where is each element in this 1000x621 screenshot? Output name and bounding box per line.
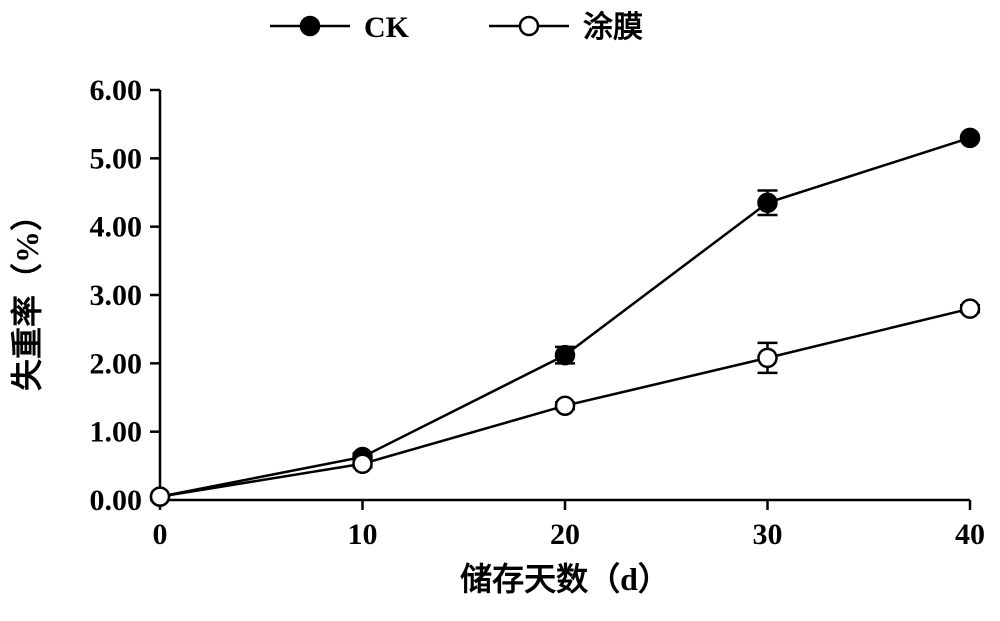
marker-涂膜 bbox=[151, 488, 169, 506]
y-tick-label: 0.00 bbox=[90, 484, 143, 517]
series-line-CK bbox=[160, 138, 970, 497]
marker-涂膜 bbox=[556, 397, 574, 415]
marker-CK bbox=[556, 346, 574, 364]
y-tick-label: 6.00 bbox=[90, 74, 143, 107]
marker-涂膜 bbox=[961, 300, 979, 318]
legend-marker bbox=[301, 17, 319, 35]
legend-label: CK bbox=[364, 11, 410, 44]
marker-涂膜 bbox=[354, 455, 372, 473]
legend-marker bbox=[520, 17, 538, 35]
x-tick-label: 30 bbox=[753, 518, 783, 551]
x-tick-label: 20 bbox=[550, 518, 580, 551]
y-tick-label: 5.00 bbox=[90, 142, 143, 175]
y-tick-label: 2.00 bbox=[90, 347, 143, 380]
marker-涂膜 bbox=[759, 349, 777, 367]
legend-label: 涂膜 bbox=[583, 10, 643, 44]
y-axis-title: 失重率（%） bbox=[9, 199, 45, 391]
y-tick-label: 4.00 bbox=[90, 211, 143, 244]
x-tick-label: 10 bbox=[348, 518, 378, 551]
marker-CK bbox=[759, 194, 777, 212]
weight-loss-chart: 0 10 20 30 40 0.00 1.00 2.00 3.00 4.00 5.00 6.00 储存天… bbox=[0, 0, 1000, 621]
x-axis-title: 储存天数（d） bbox=[460, 561, 670, 597]
y-tick-label: 3.00 bbox=[90, 279, 143, 312]
x-tick-label: 0 bbox=[153, 518, 168, 551]
chart-svg: 0 10 20 30 40 0.00 1.00 2.00 3.00 4.00 5.00 6.00 储存天… bbox=[0, 0, 1000, 621]
y-tick-label: 1.00 bbox=[90, 416, 143, 449]
marker-CK bbox=[961, 129, 979, 147]
x-tick-label: 40 bbox=[955, 518, 985, 551]
